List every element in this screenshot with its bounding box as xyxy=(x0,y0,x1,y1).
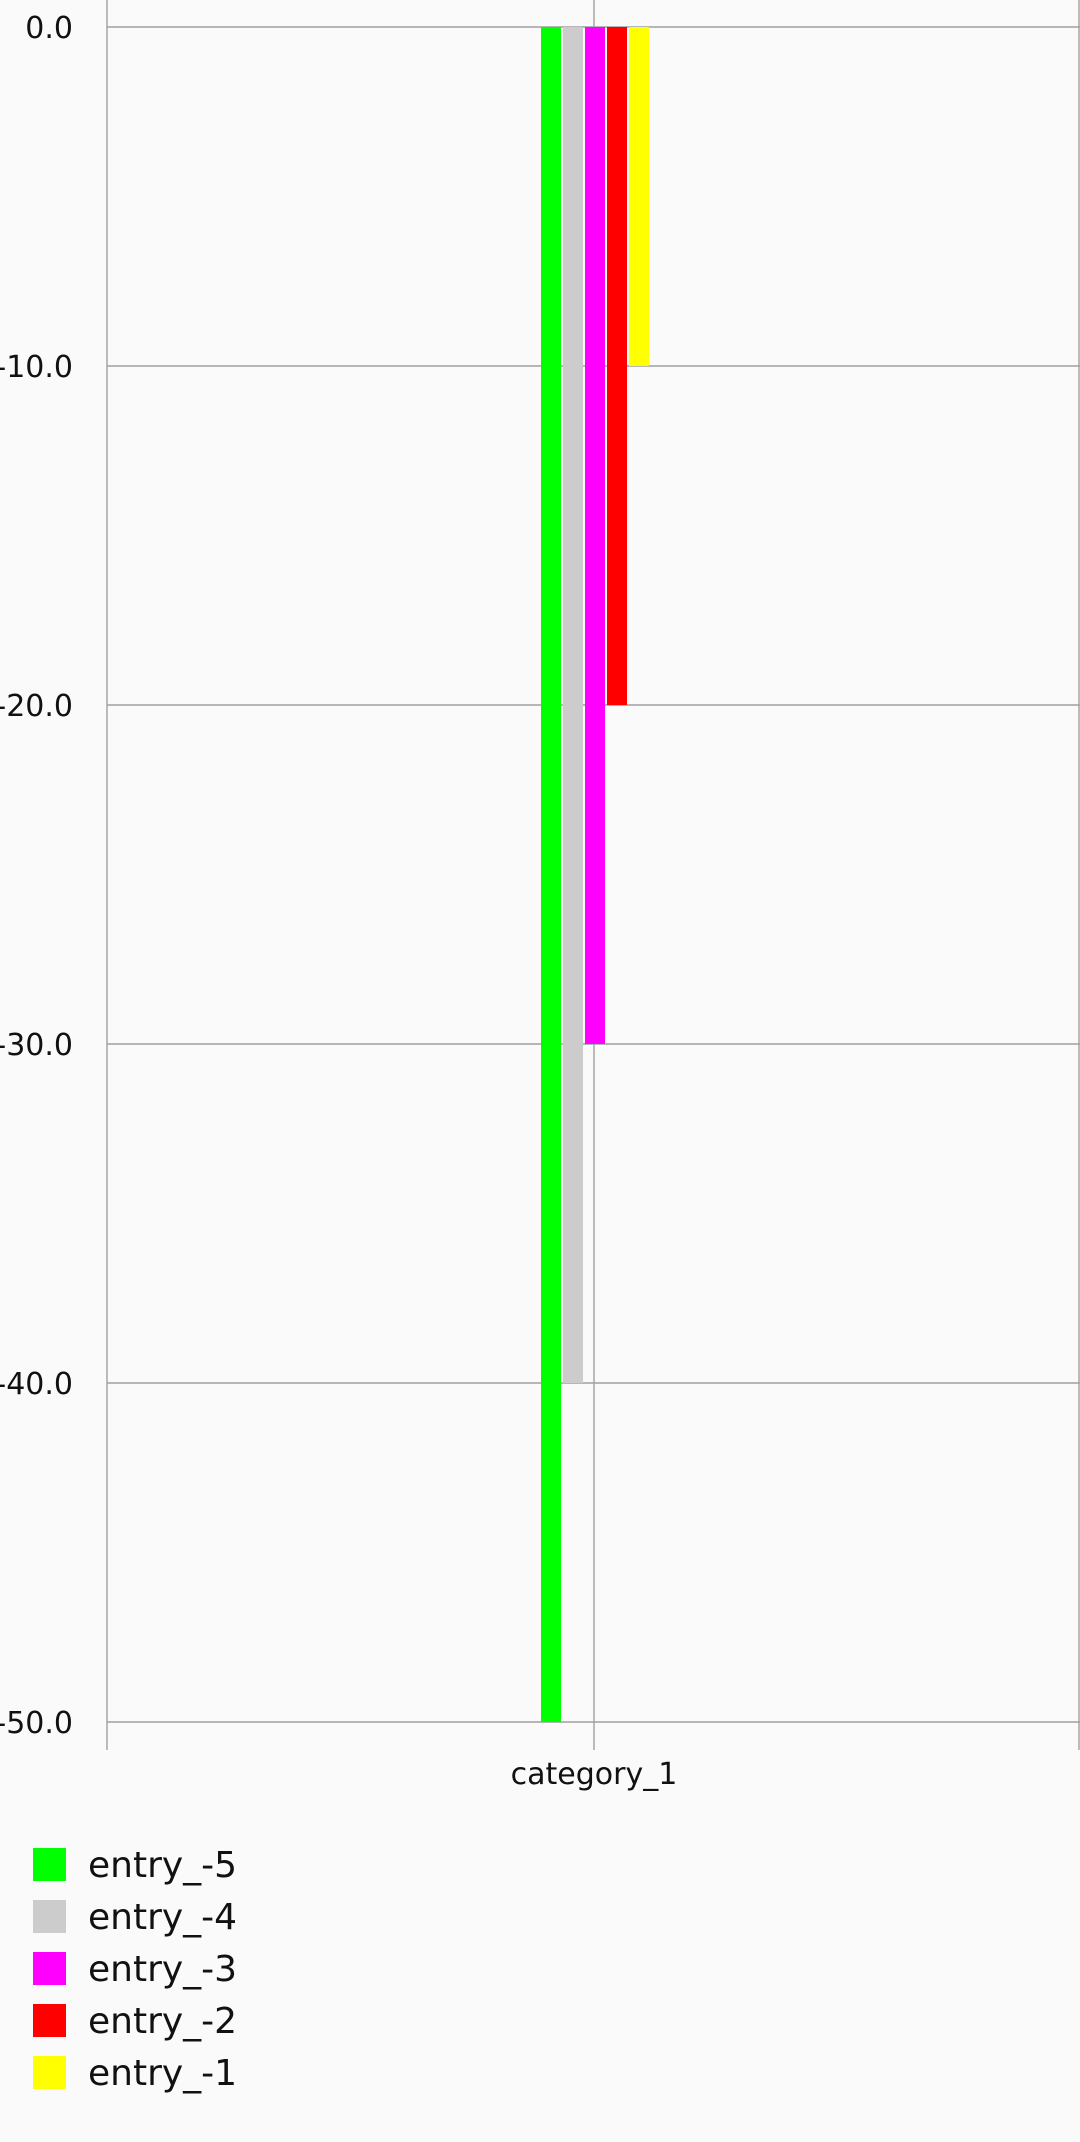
bar-entry_-4 xyxy=(563,27,583,1383)
y-axis-tick-labels: 0.0 -10.0 -20.0 -30.0 -40.0 -50.0 xyxy=(0,11,73,1741)
x-axis-tick-labels: category_1 xyxy=(511,1757,678,1792)
y-tick-label: -30.0 xyxy=(0,1028,73,1063)
y-tick-label: -10.0 xyxy=(0,350,73,385)
y-tick-label: -20.0 xyxy=(0,689,73,724)
legend-label: entry_-3 xyxy=(88,1949,237,1990)
bar-entry_-2 xyxy=(607,27,627,705)
legend-swatch xyxy=(33,1952,66,1985)
legend-swatch xyxy=(33,2056,66,2089)
legend-label: entry_-1 xyxy=(88,2053,237,2094)
grid-lines xyxy=(106,0,1080,1750)
legend-label: entry_-2 xyxy=(88,2001,237,2042)
bar-series xyxy=(541,27,649,1722)
bar-entry_-3 xyxy=(585,27,605,1044)
y-tick-label: -40.0 xyxy=(0,1367,73,1402)
y-tick-label: 0.0 xyxy=(25,11,73,46)
legend-swatch xyxy=(33,2004,66,2037)
bar-entry_-1 xyxy=(629,27,649,366)
legend: entry_-5 entry_-4 entry_-3 entry_-2 entry_-1 xyxy=(33,1845,237,2094)
y-tick-label: -50.0 xyxy=(0,1706,73,1741)
bar-entry_-5 xyxy=(541,27,561,1722)
legend-label: entry_-5 xyxy=(88,1845,237,1886)
legend-swatch xyxy=(33,1900,66,1933)
legend-swatch xyxy=(33,1848,66,1881)
legend-label: entry_-4 xyxy=(88,1897,237,1938)
x-tick-label: category_1 xyxy=(511,1757,678,1792)
